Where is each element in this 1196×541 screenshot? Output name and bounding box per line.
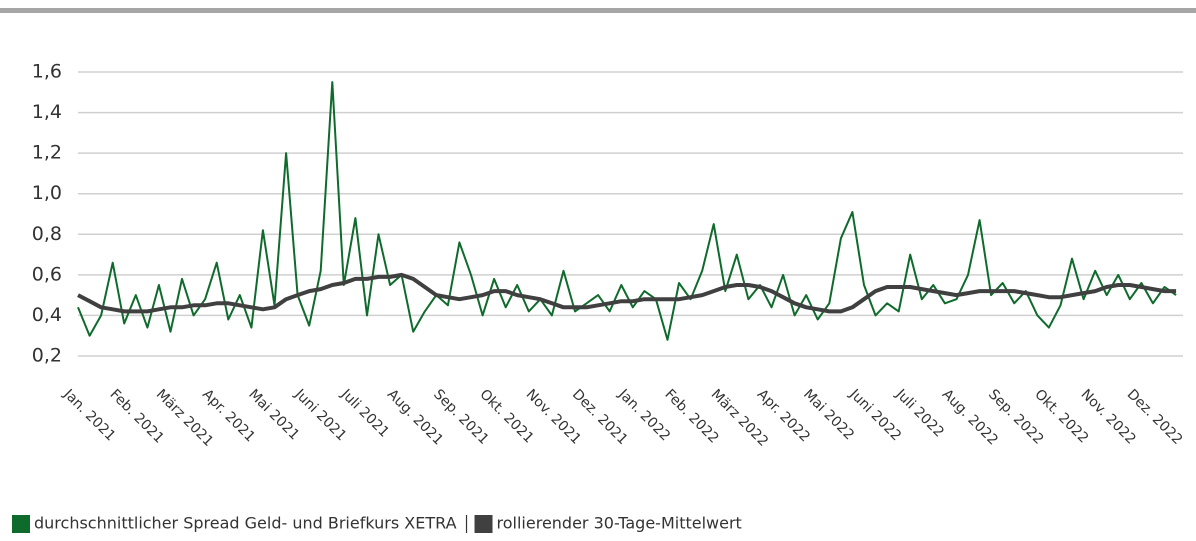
legend-swatch: [474, 515, 493, 533]
y-tick-label: 1,4: [32, 101, 62, 123]
legend-label: durchschnittlicher Spread Geld- und Brie…: [34, 514, 457, 533]
y-tick-label: 0,6: [32, 263, 62, 285]
y-tick-label: 1,2: [32, 142, 62, 164]
legend-label: rollierender 30-Tage-Mittelwert: [497, 514, 742, 533]
y-tick-label: 0,8: [32, 223, 62, 245]
top-rule: [0, 8, 1196, 13]
series-line: [77, 272, 1177, 314]
y-tick-label: 1,6: [32, 61, 62, 83]
y-tick-label: 1,0: [32, 182, 62, 204]
y-tick-label: 0,2: [32, 345, 62, 367]
y-tick-label: 0,4: [32, 304, 62, 326]
legend-swatch: [12, 515, 30, 533]
